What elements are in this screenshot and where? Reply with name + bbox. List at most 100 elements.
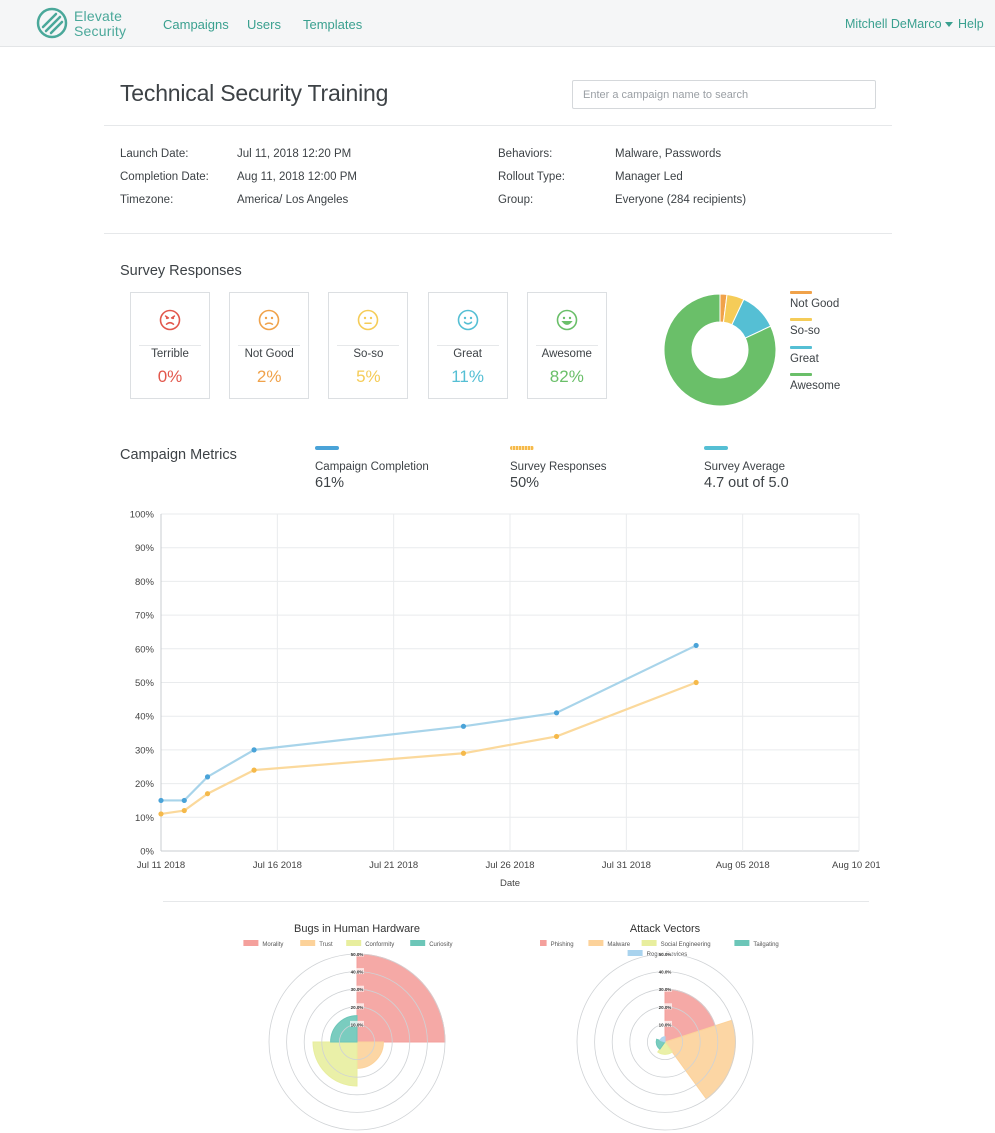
polar-tick-backdrop xyxy=(350,1003,364,1010)
polar-legend-swatch xyxy=(627,950,643,956)
series-point-1[interactable] xyxy=(204,791,211,797)
legend-label: Great xyxy=(790,352,819,365)
survey-card-label: Not Good xyxy=(244,348,294,360)
polar-segment-curiosity[interactable] xyxy=(330,1015,358,1043)
polar-legend-item[interactable]: Social Engineering xyxy=(641,940,711,948)
brand-line-1: Elevate xyxy=(74,8,123,24)
chart-grid xyxy=(160,513,860,852)
legend-item-so-so[interactable]: So-so xyxy=(790,318,820,337)
series-point-0[interactable] xyxy=(553,710,560,716)
legend-item-not-good[interactable]: Not Good xyxy=(790,291,840,310)
series-point-0[interactable] xyxy=(251,747,257,753)
logo[interactable]: Elevate Security xyxy=(36,7,136,41)
polar-chart-title: Bugs in Human Hardware xyxy=(294,923,420,935)
card-divider xyxy=(535,345,598,346)
series-point-0[interactable] xyxy=(158,797,164,804)
caret-down-icon xyxy=(944,22,953,28)
metric-label: Campaign Completion xyxy=(315,461,429,473)
polar-tick-label: 30.0% xyxy=(351,987,364,992)
divider xyxy=(104,233,892,234)
polar-legend-item[interactable]: Curiosity xyxy=(410,940,453,948)
brand-line-2: Security xyxy=(74,23,127,39)
x-tick-label: Jul 21 2018 xyxy=(369,860,418,871)
polar-legend-item[interactable]: Malware xyxy=(588,940,631,948)
polar-tick-backdrop xyxy=(350,1020,364,1027)
series-point-1[interactable] xyxy=(158,811,164,817)
help-link[interactable]: Help xyxy=(958,17,984,31)
series-point-0[interactable] xyxy=(204,774,211,780)
polar-chart-title: Attack Vectors xyxy=(630,923,701,935)
polar-segment-trust[interactable] xyxy=(356,1041,384,1069)
polar-legend-swatch xyxy=(300,940,316,946)
polar-tick-label: 20.0% xyxy=(351,1005,364,1010)
polar-legend-label: Social Engineering xyxy=(661,942,711,948)
page-title: Technical Security Training xyxy=(120,80,389,106)
polar-legend-item[interactable]: Conformity xyxy=(346,940,394,948)
polar-legend-item[interactable]: Morality xyxy=(243,940,283,948)
brand-name: Elevate Security xyxy=(74,9,126,39)
polar-segment-rogue-devices[interactable] xyxy=(659,1036,666,1043)
polar-tick-label: 30.0% xyxy=(659,987,672,992)
survey-donut-chart xyxy=(664,294,776,406)
polar-legend-swatch xyxy=(346,940,362,946)
polar-legend-label: Tailgating xyxy=(753,942,778,948)
series-point-1[interactable] xyxy=(181,807,187,814)
polar-tick-backdrop xyxy=(658,950,672,957)
nav-users[interactable]: Users xyxy=(247,17,281,32)
series-point-0[interactable] xyxy=(460,723,467,729)
card-divider xyxy=(436,345,499,346)
survey-card-label: Terrible xyxy=(151,348,189,360)
survey-card-label: Awesome xyxy=(541,348,592,360)
polar-tick-backdrop xyxy=(350,985,364,992)
y-tick-label: 100% xyxy=(130,510,155,521)
user-menu[interactable]: Mitchell DeMarco xyxy=(845,17,953,31)
nav-campaigns[interactable]: Campaigns xyxy=(163,17,229,32)
series-point-1[interactable] xyxy=(553,733,560,740)
user-name: Mitchell DeMarco xyxy=(845,17,942,31)
legend-swatch xyxy=(790,372,812,376)
polar-segment-morality[interactable] xyxy=(356,953,446,1043)
series-point-0[interactable] xyxy=(181,797,187,804)
polar-tick-backdrop xyxy=(658,985,672,992)
nav-templates[interactable]: Templates xyxy=(303,17,363,32)
series-point-1[interactable] xyxy=(693,679,699,686)
legend-swatch xyxy=(790,318,812,322)
series-point-0[interactable] xyxy=(693,642,699,649)
metric-survey-responses: Survey Responses 50% xyxy=(510,446,607,493)
donut-slice-awesome[interactable] xyxy=(664,294,776,406)
polar-tick-backdrop xyxy=(658,1020,672,1027)
series-point-1[interactable] xyxy=(460,750,467,756)
card-divider xyxy=(238,345,301,346)
card-divider xyxy=(337,345,400,346)
polar-legend-swatch xyxy=(410,940,426,946)
polar-segment-conformity[interactable] xyxy=(312,1041,358,1087)
survey-card-percent: 2% xyxy=(256,367,282,386)
series-point-1[interactable] xyxy=(251,767,257,773)
legend-item-awesome[interactable]: Awesome xyxy=(790,372,840,392)
polar-tick-label: 50.0% xyxy=(351,952,364,957)
y-tick-label: 40% xyxy=(135,712,155,723)
survey-card-terrible: Terrible 0% xyxy=(130,292,210,399)
y-tick-label: 80% xyxy=(135,577,155,588)
metric-color-bar xyxy=(704,446,728,450)
polar-legend-swatch xyxy=(641,940,657,946)
polar-legend-item[interactable]: Tailgating xyxy=(734,940,779,948)
polar-tick-label: 40.0% xyxy=(659,970,672,975)
polar-legend-label: Morality xyxy=(262,942,283,948)
x-tick-label: Jul 26 2018 xyxy=(485,860,534,871)
campaign-search-input[interactable] xyxy=(572,80,876,109)
so-so-face-icon xyxy=(358,309,379,331)
polar-tick-label: 20.0% xyxy=(659,1005,672,1010)
y-tick-label: 0% xyxy=(140,847,154,858)
completion-date-value: Aug 11, 2018 12:00 PM xyxy=(237,171,357,183)
polar-legend-label: Conformity xyxy=(365,942,394,948)
campaign-metrics-line-chart: 0% 10% 20% 30% 40% 50% 60% 70% 80% 90% 100% Jul 11 … xyxy=(130,510,880,890)
legend-label: Not Good xyxy=(790,298,840,310)
legend-item-great[interactable]: Great xyxy=(790,345,819,365)
group-label: Group: xyxy=(498,194,534,206)
great-face-icon xyxy=(457,309,478,331)
polar-legend-item[interactable]: Trust xyxy=(300,940,333,948)
survey-card-percent: 5% xyxy=(356,367,381,386)
polar-legend-item[interactable]: Phishing xyxy=(540,940,574,948)
polar-segment-social-engineering[interactable] xyxy=(657,1041,673,1055)
